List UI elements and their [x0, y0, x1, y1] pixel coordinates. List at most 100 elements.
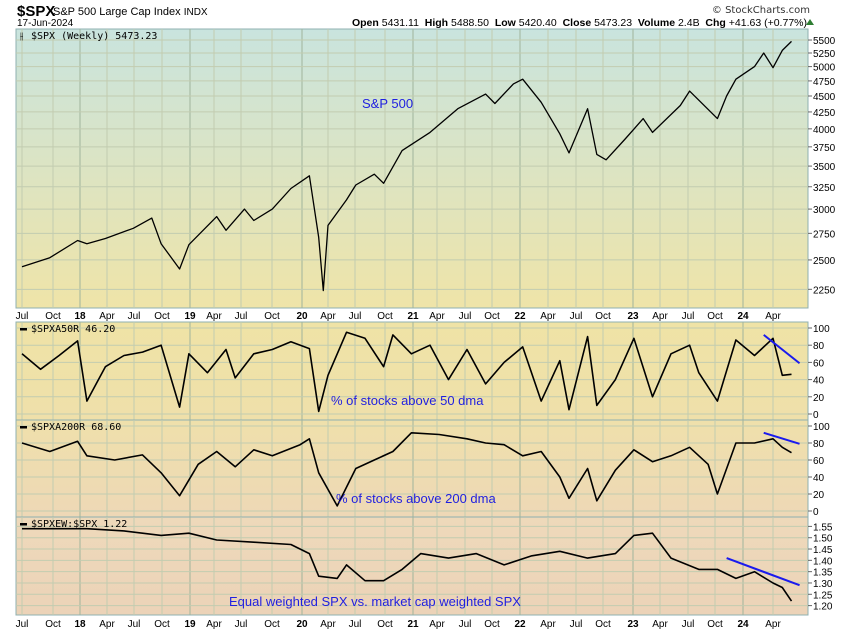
y-tick-label: 1.40 [813, 556, 833, 567]
x-tick-label: Apr [765, 311, 781, 322]
trendline [763, 431, 800, 445]
x-tick-label: Apr [652, 311, 668, 322]
y-tick-label: 60 [813, 358, 825, 369]
open-value: 5431.11 [381, 17, 419, 29]
x-tick-label: Jul [235, 619, 248, 630]
x-tick-label: Oct [484, 619, 500, 630]
y-tick-label: 4000 [813, 125, 836, 136]
exchange-label: INDX [183, 7, 208, 18]
x-tick-label: Apr [206, 619, 222, 630]
y-tick-label: 80 [813, 439, 825, 450]
y-tick-label: 4500 [813, 92, 836, 103]
x-tick-label: 20 [296, 619, 308, 630]
x-tick-label: 19 [184, 619, 196, 630]
y-tick-label: 1.55 [813, 522, 833, 533]
y-tick-label: 4750 [813, 77, 836, 88]
x-tick-label: Oct [707, 311, 723, 322]
security-name: S&P 500 Large Cap Index INDX [53, 6, 208, 18]
x-tick-label: Oct [154, 619, 170, 630]
x-tick-label: Apr [206, 311, 222, 322]
y-tick-label: 40 [813, 473, 825, 484]
y-tick-label: 4250 [813, 108, 836, 119]
x-tick-label: Jul [235, 311, 248, 322]
y-tick-label: 0 [813, 410, 819, 421]
price-panel[interactable]: 5500 5250 5000 4750 4500 4250 4000 3750 3500 3250… [15, 28, 836, 309]
ohlc-summary: Open 5431.11 High 5488.50 Low 5420.40 Cl… [352, 17, 807, 29]
spxew-ratio-panel[interactable]: 1.551.501.451.401.351.301.251.20 $SPXEW:$… [15, 516, 833, 616]
panel-title: $SPXA200R 68.60 [20, 422, 121, 433]
x-tick-label: Jul [570, 619, 583, 630]
x-tick-label: 19 [184, 311, 196, 322]
x-tick-label: Oct [707, 619, 723, 630]
x-tick-label: Apr [765, 619, 781, 630]
x-tick-label: Oct [484, 311, 500, 322]
spxa50r-panel[interactable]: 100 80 60 40 20 0 $SPXA50R 46.20 % of stocks ab… [15, 321, 830, 421]
trendline [763, 334, 801, 365]
x-tick-label: Apr [320, 311, 336, 322]
x-tick-label: Oct [154, 311, 170, 322]
x-tick-label: Jul [682, 311, 695, 322]
x-tick-label: 22 [514, 619, 526, 630]
x-tick-label: Jul [128, 619, 141, 630]
low-value: 5420.40 [518, 17, 557, 29]
y-tick-label: 1.20 [813, 602, 833, 613]
close-value: 5473.23 [594, 17, 633, 29]
up-arrow-icon [806, 19, 814, 25]
chart-annotation: S&P 500 [362, 96, 413, 111]
y-tick-label: 3500 [813, 162, 836, 173]
x-tick-label: Apr [320, 619, 336, 630]
panel-title: $SPXEW:$SPX 1.22 [20, 519, 127, 530]
spxa200r-panel[interactable]: 100 80 60 40 20 0 $SPXA200R 68.60 % of stocks a… [15, 419, 830, 518]
x-axis-top: Jul Oct 18 Apr Jul Oct 19 Apr Jul Oct 20 Apr Jul Oct 2… [16, 311, 782, 322]
x-tick-label: 22 [514, 311, 526, 322]
series-line [21, 40, 792, 292]
x-tick-label: Jul [349, 619, 362, 630]
series-line [21, 432, 792, 507]
panel-title: ⫲ $SPX (Weekly) 5473.23 [20, 31, 157, 42]
y-tick-label: 3000 [813, 205, 836, 216]
y-tick-label: 1.45 [813, 545, 833, 556]
line-legend-icon [20, 426, 27, 429]
y-tick-label: 3250 [813, 183, 836, 194]
panel-title: $SPXA50R 46.20 [20, 324, 115, 335]
y-tick-label: 2500 [813, 256, 836, 267]
x-tick-label: 24 [737, 311, 749, 322]
panel-title-text: $SPX (Weekly) 5473.23 [31, 31, 157, 42]
x-tick-label: Oct [45, 619, 61, 630]
volume-label: Volume [637, 17, 676, 29]
x-tick-label: Apr [652, 619, 668, 630]
line-legend-icon [20, 523, 27, 526]
x-tick-label: Oct [45, 311, 61, 322]
x-tick-label: Oct [595, 311, 611, 322]
security-name-text: S&P 500 Large Cap Index [53, 6, 181, 18]
chart-annotation: % of stocks above 50 dma [331, 393, 484, 408]
y-tick-label: 1.35 [813, 568, 833, 579]
y-tick-label: 2250 [813, 285, 836, 296]
y-tick-label: 100 [813, 324, 830, 335]
x-tick-label: 20 [296, 311, 308, 322]
y-tick-label: 1.25 [813, 590, 833, 601]
chart-annotation: % of stocks above 200 dma [336, 491, 496, 506]
x-tick-label: 24 [737, 619, 749, 630]
y-tick-label: 80 [813, 341, 825, 352]
x-tick-label: Oct [377, 619, 393, 630]
chg-value: +41.63 (+0.77%) [728, 17, 807, 29]
x-tick-label: Apr [99, 311, 115, 322]
line-legend-icon [20, 328, 27, 331]
x-tick-label: Jul [16, 311, 29, 322]
low-label: Low [494, 17, 516, 29]
y-tick-label: 20 [813, 393, 825, 404]
x-tick-label: Jul [570, 311, 583, 322]
open-label: Open [351, 17, 379, 29]
x-tick-label: Apr [429, 619, 445, 630]
chart-date: 17-Jun-2024 [17, 18, 74, 29]
x-tick-label: 23 [627, 311, 639, 322]
x-tick-label: Jul [459, 311, 472, 322]
x-tick-label: Apr [540, 619, 556, 630]
x-tick-label: 18 [74, 619, 86, 630]
bars-icon: ⫲ [20, 31, 23, 42]
y-tick-label: 40 [813, 376, 825, 387]
symbol-title: $SPX [17, 3, 56, 20]
x-tick-label: 18 [74, 311, 86, 322]
